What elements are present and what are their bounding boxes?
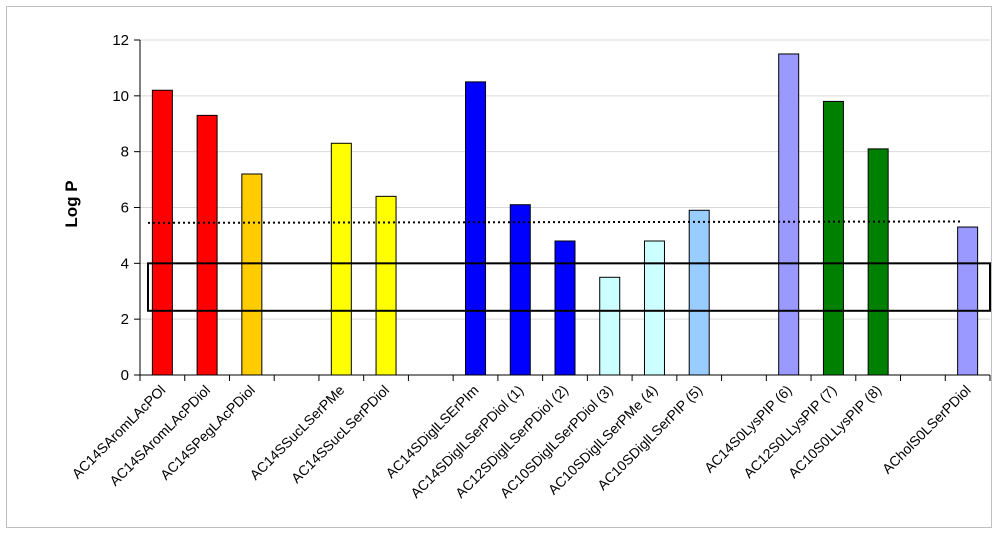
bar (151, 89, 173, 376)
bar (957, 226, 979, 376)
bar (643, 240, 665, 376)
y-tick-label: 2 (121, 311, 129, 328)
x-axis: AC14SAromLAcPOlAC14SAromLAcPDiolAC14SPeg… (69, 374, 991, 501)
bar (554, 240, 576, 376)
y-axis-label: Log P (62, 180, 81, 227)
bar (509, 204, 531, 376)
y-tick-label: 8 (121, 144, 129, 161)
reference-line (147, 220, 961, 224)
bar (688, 209, 710, 376)
y-tick-label: 10 (112, 88, 129, 105)
bar (778, 53, 800, 376)
highlight-band (147, 262, 991, 312)
y-axis: 0 2 4 6 8 10 12 (112, 32, 141, 384)
y-tick-label: 12 (112, 32, 129, 49)
bar (330, 142, 352, 376)
bar (241, 173, 263, 376)
bars (151, 53, 979, 376)
bar (822, 100, 844, 376)
bar (867, 148, 889, 376)
y-tick-label: 4 (121, 255, 129, 272)
y-tick-label: 0 (121, 367, 129, 384)
bar (465, 81, 487, 376)
overlays (147, 220, 991, 312)
chart-frame (6, 6, 992, 528)
y-tick-label: 6 (121, 200, 129, 217)
bar (599, 276, 621, 376)
bar (196, 114, 218, 376)
x-category-label: ACholS0LSerPDiol (879, 382, 974, 477)
